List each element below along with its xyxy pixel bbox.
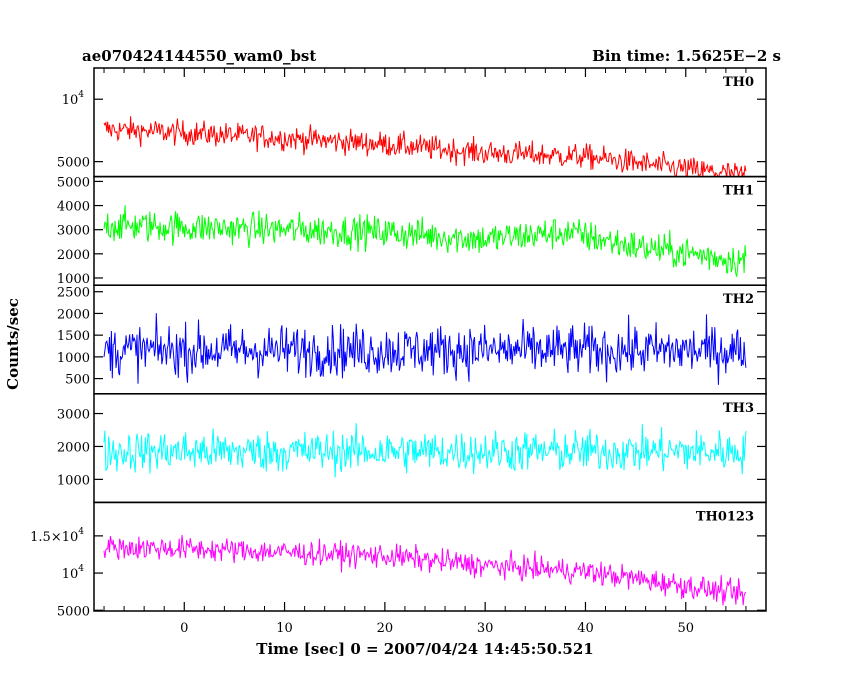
series-line-th2 [103,313,747,385]
series-line-th0123 [103,534,747,606]
x-tick-label: 30 [477,621,494,636]
panel-th0123: 5000 104 1.5×104 TH0123 [30,501,767,619]
x-tick-label: 40 [577,621,594,636]
y-tick-label: 2000 [57,440,90,455]
panel-th3: 1000 2000 3000 TH3 [57,393,767,504]
panel-th2: 500 1000 1500 2000 2500 TH2 [57,284,767,395]
y-tick-label: 3000 [57,408,90,423]
y-tick-label: 5000 [57,175,90,190]
panel-label: TH0 [723,75,754,90]
panel-label: TH2 [723,292,754,307]
panel-label: TH0123 [696,509,754,524]
series-line-th3 [103,423,747,478]
y-tick-label: 1000 [57,272,90,287]
plot-panels: 104 5000 TH0 1000 2000 3000 4000 5000 TH1 500 1000… [30,67,767,619]
panel-label: TH1 [723,184,754,199]
x-tick-label: 20 [377,621,394,636]
panel-label: TH3 [723,401,754,416]
panel-th1: 1000 2000 3000 4000 5000 TH1 [57,175,767,287]
y-tick-label: 5000 [57,156,90,171]
y-tick-label: 5000 [57,604,90,619]
y-tick-label: 1.5×104 [30,527,84,545]
y-tick-label: 1500 [57,329,90,344]
y-tick-label: 2500 [57,286,90,301]
x-axis: 0 10 20 30 40 50 [103,68,747,636]
chart-title-right: Bin time: 1.5625E−2 s [592,47,781,65]
y-tick-label: 104 [62,90,85,108]
panel-frame [93,501,767,612]
series-line-th0 [103,116,747,177]
chart-title-left: ae070424144550_wam0_bst [82,47,316,65]
x-tick-label: 50 [677,621,694,636]
y-tick-label: 2000 [57,248,90,263]
y-tick-label: 3000 [57,224,90,239]
series-line-th1 [103,205,747,278]
y-tick-label: 104 [62,564,85,582]
x-tick-label: 10 [276,621,293,636]
panel-th0: 104 5000 TH0 [57,67,767,178]
y-tick-label: 4000 [57,200,90,215]
x-axis-label: Time [sec] 0 = 2007/04/24 14:45:50.521 [256,640,593,658]
y-tick-label: 1000 [57,473,90,488]
y-tick-label: 2000 [57,307,90,322]
y-tick-label: 500 [65,373,90,388]
y-tick-label: 1000 [57,351,90,366]
y-axis-label: Counts/sec [4,298,22,390]
x-tick-label: 0 [180,621,188,636]
